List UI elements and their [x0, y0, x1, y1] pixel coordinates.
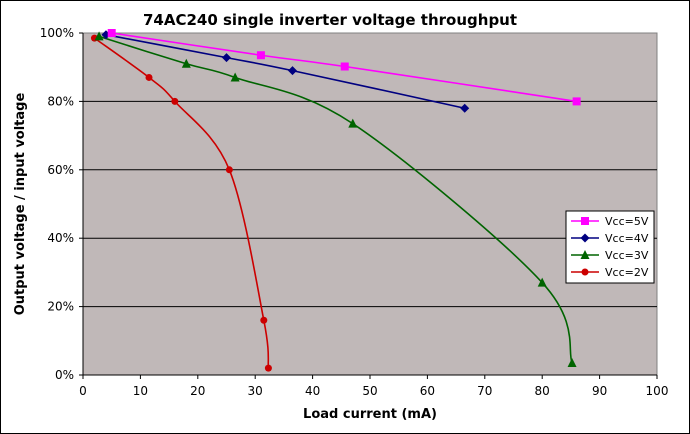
data-point-vcc-3v [181, 58, 191, 68]
x-tick-label: 30 [248, 384, 263, 398]
data-point-vcc-3v [230, 72, 240, 82]
data-point-vcc-2v [171, 97, 179, 105]
data-point-vcc-3v [537, 277, 547, 287]
data-point-vcc-4v [460, 103, 470, 113]
data-point-vcc-4v [288, 66, 298, 76]
legend-box [565, 210, 655, 284]
x-tick-label: 40 [305, 384, 320, 398]
x-tick-label: 50 [362, 384, 377, 398]
data-point-vcc-5v [107, 29, 116, 37]
plot-area [82, 32, 658, 376]
data-point-vcc-3v [567, 358, 577, 368]
series-line-vcc-5v [111, 32, 577, 103]
axes: 0% 20% 40% 60% 80% 100% 0 10 20 30 40 50 60 70 80 90 100 [40, 26, 669, 398]
x-axis-title: Load current (mA) [303, 407, 437, 422]
data-point-vcc-3v [348, 118, 358, 128]
data-point-vcc-2v [225, 166, 233, 174]
y-tick-label: 0% [55, 368, 74, 382]
data-point-vcc-2v [264, 364, 272, 372]
x-tick-label: 70 [477, 384, 492, 398]
x-tick-label: 10 [133, 384, 148, 398]
legend-marker-vcc-3v [580, 250, 590, 259]
legend-marker-vcc-5v [581, 217, 589, 225]
data-point-vcc-5v [256, 51, 265, 60]
x-tick-label: 0 [79, 384, 87, 398]
x-tick-label: 20 [190, 384, 205, 398]
x-tick-label: 80 [535, 384, 550, 398]
y-tick-label: 100% [40, 26, 74, 40]
x-tick-label: 60 [420, 384, 435, 398]
legend-marker-vcc-4v [580, 233, 590, 243]
legend-label-vcc-2v: Vcc=2V [605, 266, 649, 279]
data-point-vcc-5v [340, 62, 349, 71]
chart-title: 74AC240 single inverter voltage throughp… [143, 11, 517, 29]
data-point-vcc-2v [145, 73, 153, 81]
y-axis-title: Output voltage / input voltage [13, 93, 28, 316]
y-tick-label: 20% [47, 300, 74, 314]
y-tick-label: 80% [47, 94, 74, 108]
x-tick-label: 90 [592, 384, 607, 398]
data-point-vcc-3v [94, 31, 104, 41]
legend-label-vcc-5v: Vcc=5V [605, 215, 649, 228]
legend-label-vcc-4v: Vcc=4V [605, 232, 649, 245]
data-point-vcc-4v [222, 53, 231, 63]
series-line-vcc-4v [105, 33, 465, 110]
y-tick-label: 60% [47, 163, 74, 177]
data-point-vcc-2v [260, 316, 268, 324]
marker-layer [90, 29, 581, 372]
legend: Vcc=5V Vcc=4V Vcc=3V Vcc=2V [565, 210, 655, 284]
data-point-vcc-5v [572, 97, 581, 106]
legend-marker-vcc-2v [581, 268, 589, 276]
legend-label-vcc-3v: Vcc=3V [605, 249, 649, 262]
x-tick-label: 100 [646, 384, 669, 398]
y-tick-label: 40% [47, 231, 74, 245]
gridlines [83, 100, 657, 308]
